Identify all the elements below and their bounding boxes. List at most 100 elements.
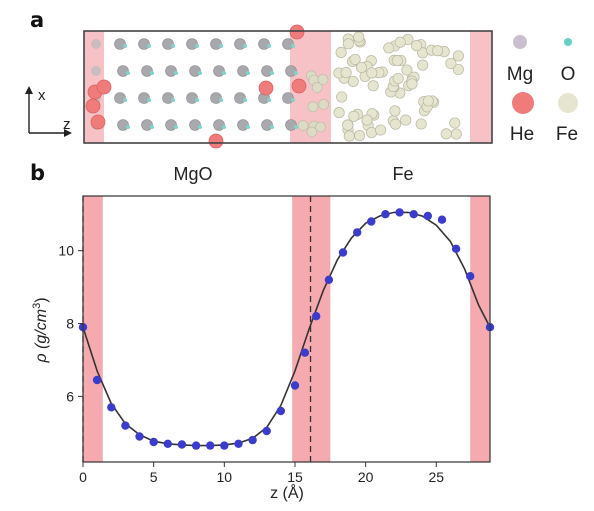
mg-atom (141, 119, 153, 131)
fe-atom (450, 128, 462, 140)
x-tick-label: 5 (150, 469, 158, 485)
fe-atom (391, 55, 403, 67)
x-tick-label: 20 (358, 469, 374, 485)
mg-atom (285, 65, 297, 77)
data-point (121, 421, 130, 430)
data-point (324, 275, 334, 284)
mg-atom (117, 119, 129, 131)
o-atom (174, 71, 178, 75)
fe-atom (452, 50, 464, 62)
mg-atom (186, 38, 198, 50)
fe-atom (343, 130, 355, 142)
data-point (381, 210, 390, 219)
axis-indicator: x z (25, 86, 72, 137)
mg-atom (114, 38, 126, 50)
o-atom (243, 44, 247, 48)
fe-atom (401, 64, 413, 76)
fe-atom (392, 72, 404, 85)
axis-z-label: z (63, 116, 71, 133)
legend: Mg O He Fe (507, 35, 578, 145)
data-point (451, 244, 461, 253)
shaded-region (83, 196, 103, 462)
density-chart: 0 5 10 15 20 25 6 8 10 z (Å) ρ (g/cm3) (31, 195, 495, 502)
fe-atom (389, 118, 402, 130)
data-point (290, 381, 300, 390)
o-atom (123, 98, 127, 102)
fe-atom (394, 36, 406, 48)
data-point (92, 375, 102, 385)
dashed-lines (82, 196, 312, 462)
data-point (367, 217, 376, 226)
plot-frame (82, 195, 491, 463)
x-ticks: 0 5 10 15 20 25 (79, 462, 444, 485)
fe-atom (336, 91, 348, 103)
x-tick-label: 10 (217, 469, 233, 485)
fe-atom (417, 59, 429, 71)
mg-atom (165, 65, 177, 77)
fe-atom (307, 101, 319, 113)
fe-atom (340, 67, 352, 79)
mg-atom (189, 119, 201, 131)
shaded-region (470, 196, 490, 462)
data-point (107, 403, 116, 412)
data-point (163, 439, 172, 448)
data-point (234, 439, 243, 448)
o-atom (267, 44, 271, 48)
he-atom (289, 24, 305, 40)
fe-atom (342, 119, 354, 131)
he-atom (96, 79, 112, 95)
mg-atom (91, 39, 101, 49)
y-axis-title: ρ (g/cm3) (31, 297, 50, 363)
legend-label-fe: Fe (556, 124, 578, 145)
y-tick-label: 8 (66, 316, 74, 332)
mg-atom (189, 65, 201, 77)
data-point (466, 272, 475, 281)
he-atom (90, 114, 106, 130)
y-tick-label: 10 (58, 243, 74, 259)
mg-atom-icon (513, 35, 527, 49)
mg-atom (282, 38, 294, 50)
legend-label-he: He (510, 124, 534, 145)
mg-atom (138, 92, 150, 104)
fe-atom (406, 78, 418, 90)
fe-atom (415, 118, 427, 130)
he-atom (85, 98, 101, 114)
fe-atom (449, 117, 461, 129)
mg-atom (213, 119, 225, 131)
mg-atom (282, 92, 294, 104)
mg-atom (285, 119, 297, 131)
o-atom (270, 71, 274, 75)
fe-atom (318, 99, 329, 110)
o-atom (294, 71, 298, 75)
fe-atom (361, 114, 373, 126)
mg-atom (261, 65, 273, 77)
o-atom (246, 71, 250, 75)
fe-atom (445, 57, 457, 69)
fe-atom (422, 95, 434, 107)
density-points (78, 208, 495, 450)
data-point (220, 441, 229, 450)
panel-b-label: b (30, 161, 45, 185)
fe-atom (383, 42, 395, 54)
o-atom (267, 98, 271, 102)
fe-atom (353, 31, 365, 43)
data-point (191, 441, 201, 450)
region-label-mgo: MgO (173, 164, 212, 184)
data-point (135, 432, 144, 441)
data-point (248, 435, 257, 445)
data-point (353, 228, 362, 237)
region-label-fe: Fe (392, 164, 413, 184)
mg-atom (210, 38, 222, 50)
o-atom (270, 125, 274, 129)
fe-atom (315, 121, 326, 133)
shaded-region (292, 196, 331, 462)
fe-atom (367, 80, 379, 92)
fe-atom-icon (558, 93, 578, 113)
data-point (206, 441, 215, 450)
mg-atom (210, 92, 222, 104)
o-atom (195, 98, 199, 102)
x-tick-label: 25 (429, 469, 445, 485)
fe-atom (355, 61, 368, 73)
mg-atom (186, 92, 198, 104)
fe-atom (333, 107, 345, 119)
